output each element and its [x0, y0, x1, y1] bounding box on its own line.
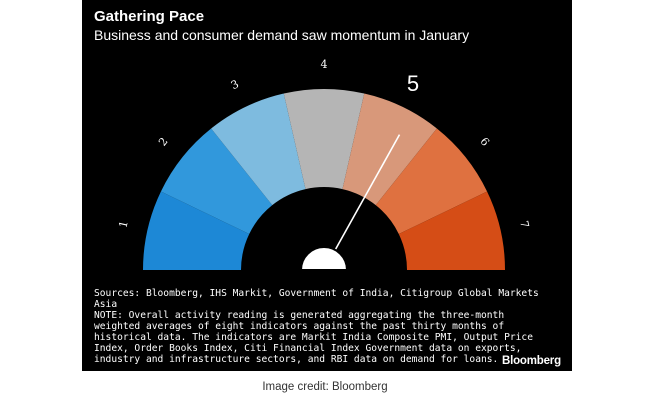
gauge-segment-1	[143, 191, 250, 270]
gauge-segment-5	[342, 93, 437, 206]
tick-label-6: 6	[477, 135, 492, 149]
tick-label-3: 3	[229, 77, 241, 92]
tick-label-2: 2	[156, 135, 171, 149]
chart-subtitle: Business and consumer demand saw momentu…	[94, 27, 470, 43]
gauge-needle	[332, 134, 401, 255]
chart-panel: 1 2 3 4 5 6 7 Gathering Pace Business and cons…	[82, 0, 572, 371]
tick-label-4: 4	[321, 58, 328, 71]
image-credit: Image credit: Bloomberg	[262, 381, 388, 393]
gauge-hub	[299, 246, 349, 271]
sources-text: Sources: Bloomberg, IHS Markit, Governme…	[94, 288, 545, 310]
tick-label-5: 5	[407, 71, 419, 96]
note-text: NOTE: Overall activity reading is genera…	[94, 310, 539, 365]
bloomberg-logo: Bloomberg	[502, 355, 561, 367]
gauge-segment-4	[283, 89, 365, 190]
tick-label-7: 7	[517, 219, 531, 229]
gauge-segment-7	[398, 191, 505, 270]
gauge-segment-6	[375, 128, 488, 234]
gauge-chart: 1 2 3 4 5 6 7	[117, 58, 531, 271]
gauge-segment-2	[160, 128, 273, 234]
tick-label-1: 1	[117, 219, 131, 229]
gauge-segment-3	[211, 93, 306, 206]
chart-title: Gathering Pace	[94, 8, 205, 25]
chart-notes: Sources: Bloomberg, IHS Markit, Governme…	[94, 288, 539, 365]
